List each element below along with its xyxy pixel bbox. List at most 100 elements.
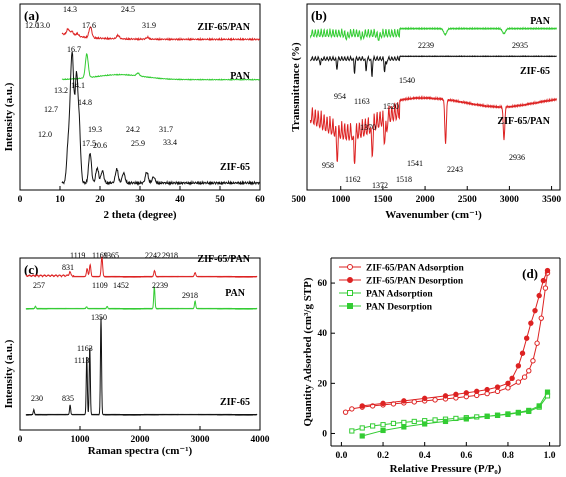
peak-annotation: 1119 [70,251,85,260]
data-point [494,412,501,418]
peak-annotation: 2239 [418,41,434,50]
data-point [536,292,542,299]
peak-annotation: 1163 [77,344,93,353]
data-point [532,307,538,314]
x-tick-label: 3000 [500,195,519,205]
data-point [484,386,490,393]
data-point [505,380,511,387]
data-point [509,375,515,382]
peak-annotation: 31.9 [142,21,156,30]
peak-annotation: 831 [62,263,74,272]
data-point [542,285,549,291]
peak-annotation: 13.0 [36,21,50,30]
y-axis-title: Intensity (a.u.) [3,339,15,408]
panel-label: (c) [24,262,38,277]
data-point [380,400,386,407]
data-point [538,315,544,321]
series-label: ZIF-65/PAN [497,116,550,127]
peak-annotation: 2935 [512,41,528,50]
y-axis-title: Transmittance (%) [290,42,302,132]
series-line [25,286,258,310]
peak-annotation: 1452 [113,281,129,290]
peak-annotation: 1520 [383,102,399,111]
peak-annotation: 958 [322,161,334,170]
series-label: PAN [530,16,551,27]
data-point [359,403,365,409]
data-point [474,388,480,395]
panel-label: (b) [311,8,327,23]
x-tick-label: 0 [18,195,23,205]
x-tick-label: 0.0 [335,451,347,461]
peak-annotation: 24.5 [121,5,135,14]
data-point [528,320,534,326]
data-point [380,422,386,428]
y-tick-label: 60 [318,279,328,289]
data-point [380,427,386,434]
legend-label: ZIF-65/PAN Adsorption [366,264,464,274]
series-label: ZIF-65/PAN [197,254,250,265]
data-point [390,420,397,427]
series-label: ZIF-65/PAN [197,22,250,33]
data-point [521,374,528,380]
peak-annotation: 16.7 [67,45,81,54]
data-point [515,363,522,369]
x-tick-label: 2500 [458,195,477,205]
x-tick-label: 500 [291,195,306,205]
x-tick-label: 0.4 [419,451,431,461]
peak-annotation: 12.0 [38,130,52,139]
data-point [401,424,407,430]
peak-annotation: 1372 [372,181,388,190]
series-label: ZIF-65 [220,397,250,408]
peak-annotation: 2243 [447,165,463,174]
x-axis-title: Raman spectra (cm⁻¹) [88,445,193,457]
data-point [349,406,355,412]
data-point [526,368,532,374]
data-point [544,389,551,395]
peak-annotation: 13.2 [54,86,68,95]
x-tick-label: 50 [215,195,225,205]
series-line [309,54,557,77]
x-tick-label: 40 [175,195,185,205]
data-point [349,428,355,434]
x-tick-label: 1000 [71,435,90,445]
x-tick-label: 3500 [542,195,561,205]
x-tick-label: 1.0 [544,451,556,461]
x-tick-label: 10 [55,195,65,205]
series-line [61,51,261,186]
peak-annotation: 1162 [345,175,361,184]
peak-annotation: 1163 [354,97,370,106]
series-line [309,26,558,42]
data-point [401,398,407,404]
series-label: PAN [225,288,246,299]
x-tick-label: 0.6 [460,451,472,461]
data-point [484,413,490,420]
x-axis-title: Relative Pressure (P/P₀) [390,463,502,475]
x-tick-label: 4000 [251,435,270,445]
peak-annotation: 2936 [509,153,525,162]
data-point [515,379,522,385]
peak-annotation: 14.1 [71,81,85,90]
series-line [309,95,558,164]
data-point [544,267,551,274]
series-label: ZIF-65 [520,66,550,77]
peak-annotation: 230 [31,394,43,403]
series-line [61,53,261,81]
peak-annotation: 17.5 [82,139,96,148]
data-point [474,414,480,420]
legend-label: ZIF-65/PAN Desorption [366,277,464,287]
peak-annotation: 33.4 [163,138,177,147]
legend-label: PAN Adsorption [366,290,433,300]
x-tick-label: 0.8 [502,451,514,461]
peak-annotation: 12.7 [44,105,58,114]
peak-annotation: 1169 [92,251,108,260]
series-label: ZIF-65 [220,162,250,173]
data-point [530,358,536,364]
x-tick-label: 2000 [416,195,435,205]
data-point [342,409,349,415]
legend-marker [347,264,353,270]
x-axis-title: Wavenumber (cm⁻¹) [385,209,482,221]
data-point [494,388,501,395]
data-point [526,407,532,414]
peak-annotation: 1365 [103,251,119,260]
x-tick-label: 0.2 [377,451,389,461]
